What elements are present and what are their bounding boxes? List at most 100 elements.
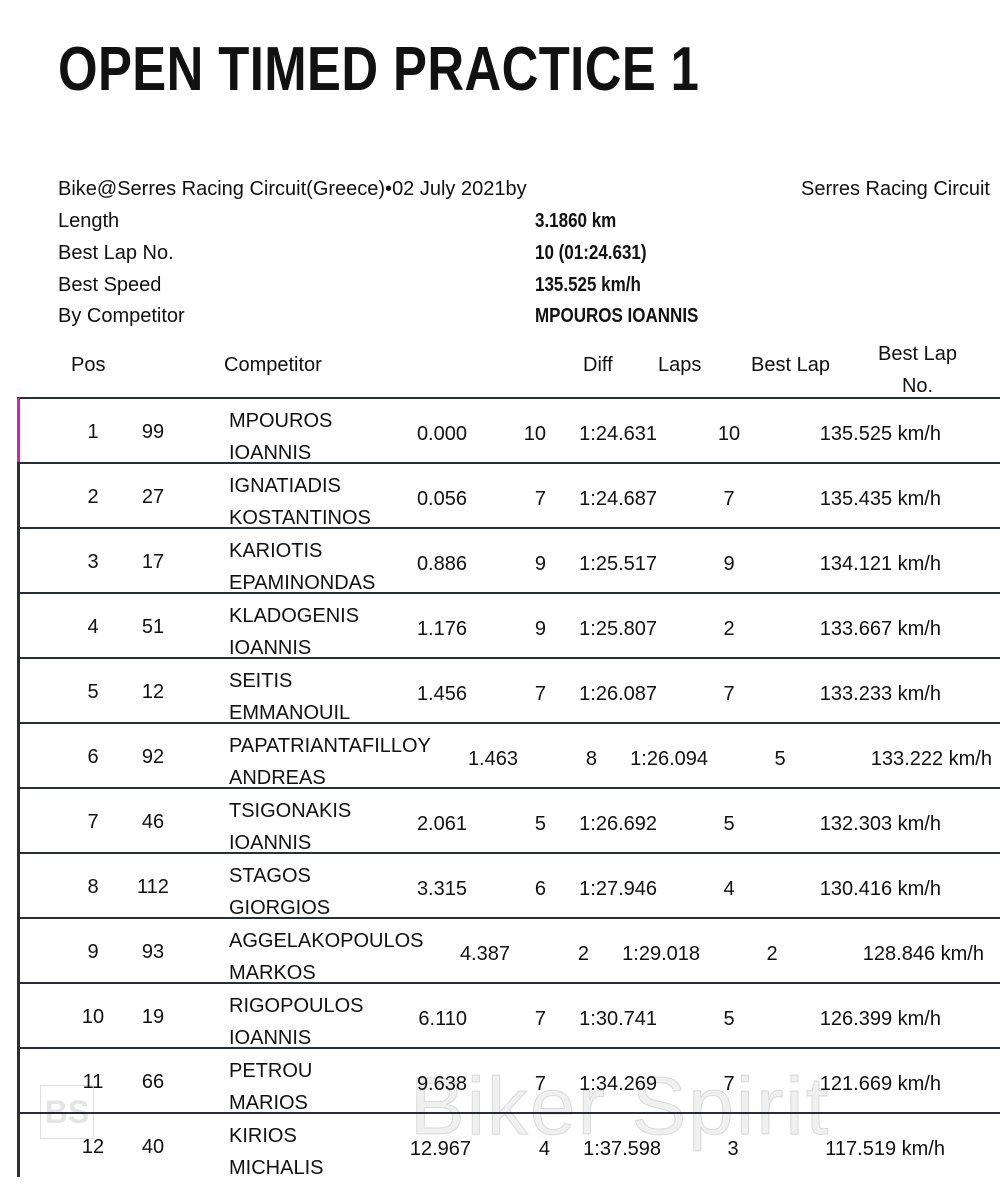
best-lap-label: Best Lap No.: [58, 242, 174, 264]
best-lap: 1:34.269: [579, 1073, 657, 1095]
competitor-name-first: IGNATIADIS: [229, 475, 341, 497]
competitor-number: 46: [141, 811, 165, 833]
competitor-number: 40: [141, 1136, 165, 1158]
competitor-name-first: MPOUROS: [229, 410, 333, 432]
laps: 7: [534, 683, 546, 705]
laps: 8: [585, 748, 597, 770]
watermark-logo: BS: [40, 1085, 94, 1139]
organizer: Serres Racing Circuit: [801, 178, 990, 200]
best-lap-no: 2: [723, 618, 735, 640]
best-speed: 132.303 km/h: [819, 813, 941, 835]
diff: 6.110: [418, 1008, 467, 1030]
competitor-name-last: IOANNIS: [229, 442, 312, 464]
best-lap: 1:26.094: [630, 748, 708, 770]
pos: 9: [87, 941, 99, 963]
pos: 6: [87, 746, 99, 768]
header-best-lap-no: Best Lap No.: [878, 343, 957, 397]
competitor-number: 27: [141, 486, 165, 508]
best-lap: 1:24.631: [579, 423, 657, 445]
diff: 0.056: [416, 488, 467, 510]
diff: 1.463: [467, 748, 518, 770]
pos: 10: [81, 1006, 105, 1028]
diff: 4.387: [459, 943, 510, 965]
best-speed: 126.399 km/h: [819, 1008, 941, 1030]
laps: 7: [534, 1008, 546, 1030]
table-row: 11 66 9.638 7 1:34.269 7 121.669 km/h PETROU MAR…: [20, 1047, 1000, 1114]
best-lap: 1:24.687: [579, 488, 657, 510]
page-title: OPEN TIMED PRACTICE 1: [58, 35, 700, 104]
competitor-name: SEITIS EMMANOUIL: [229, 665, 350, 729]
competitor-number: 12: [141, 681, 165, 703]
competitor-name-first: TSIGONAKIS: [229, 800, 352, 822]
laps: 9: [534, 553, 546, 575]
competitor-name-first: SEITIS: [229, 670, 293, 692]
pos: 11: [82, 1071, 104, 1093]
best-lap-no: 7: [723, 488, 735, 510]
best-lap-no: 9: [723, 553, 735, 575]
best-speed: 130.416 km/h: [819, 878, 941, 900]
competitor-name: KARIOTIS EPAMINONDAS: [229, 535, 375, 599]
best-speed: 121.669 km/h: [819, 1073, 941, 1095]
laps: 6: [534, 878, 546, 900]
table-row: 9 93 4.387 2 1:29.018 2 128.846 km/h AGGELAKOPO…: [20, 917, 1000, 984]
competitor-name: MPOUROS IOANNIS: [229, 405, 332, 469]
pos: 3: [87, 551, 99, 573]
pos: 4: [87, 616, 99, 638]
best-lap-value: 10 (01:24.631): [535, 242, 647, 264]
header-competitor: Competitor: [224, 354, 322, 376]
competitor-number: 19: [141, 1006, 165, 1028]
competitor-name: TSIGONAKIS IOANNIS: [229, 795, 351, 859]
table-row: 1 99 0.000 10 1:24.631 10 135.525 km/h MPOUROS I…: [17, 397, 1000, 464]
best-lap: 1:27.946: [579, 878, 657, 900]
table-row: 3 17 0.886 9 1:25.517 9 134.121 km/h KARIOTIS EP…: [20, 527, 1000, 594]
competitor-name-last: EMMANOUIL: [229, 702, 351, 724]
competitor-number: 92: [141, 746, 165, 768]
best-lap-no: 10: [717, 423, 741, 445]
pos: 1: [87, 421, 99, 443]
competitor-name-first: KIRIOS: [229, 1125, 297, 1147]
competitor-name-last: IOANNIS: [229, 1027, 312, 1049]
diff: 12.967: [409, 1138, 471, 1160]
table-row: 10 19 6.110 7 1:30.741 5 126.399 km/h RIGOPOULO…: [20, 982, 1000, 1049]
competitor-name-last: KOSTANTINOS: [229, 507, 371, 529]
laps: 5: [534, 813, 546, 835]
best-speed: 134.121 km/h: [819, 553, 941, 575]
best-lap-no: 5: [723, 813, 735, 835]
results-table: 1 99 0.000 10 1:24.631 10 135.525 km/h MPOUROS I…: [17, 397, 1000, 1179]
diff: 0.886: [416, 553, 467, 575]
diff: 1.456: [416, 683, 467, 705]
competitor-name: KIRIOS MICHALIS: [229, 1120, 323, 1184]
pos: 12: [81, 1136, 105, 1158]
best-lap-no: 7: [723, 683, 735, 705]
laps: 10: [523, 423, 546, 445]
competitor-number: 99: [141, 421, 165, 443]
best-lap-no: 5: [774, 748, 786, 770]
best-lap-no: 2: [766, 943, 778, 965]
best-speed: 128.846 km/h: [862, 943, 984, 965]
competitor-name-last: MARKOS: [229, 962, 316, 984]
competitor-label: By Competitor: [58, 305, 185, 327]
competitor-name-first: RIGOPOULOS: [229, 995, 364, 1017]
best-speed: 135.525 km/h: [819, 423, 941, 445]
competitor-name-last: MICHALIS: [229, 1157, 324, 1179]
best-lap: 1:26.087: [579, 683, 657, 705]
competitor-name-last: IOANNIS: [229, 637, 312, 659]
competitor-name: KLADOGENIS IOANNIS: [229, 600, 359, 664]
best-speed-label: Best Speed: [58, 274, 162, 296]
best-lap-no: 5: [723, 1008, 735, 1030]
laps: 9: [534, 618, 546, 640]
diff: 2.061: [416, 813, 467, 835]
header-pos: Pos: [71, 354, 106, 376]
best-lap: 1:29.018: [622, 943, 700, 965]
laps: 7: [534, 488, 546, 510]
competitor-name-last: MARIOS: [229, 1092, 308, 1114]
competitor-name: PETROU MARIOS: [229, 1055, 312, 1119]
laps: 2: [577, 943, 589, 965]
best-speed-value: 135.525 km/h: [535, 274, 641, 296]
table-row: 5 12 1.456 7 1:26.087 7 133.233 km/h SEITIS EMMA…: [20, 657, 1000, 724]
competitor-name-last: IOANNIS: [229, 832, 312, 854]
competitor-name-first: KARIOTIS: [229, 540, 323, 562]
watermark: Biker Spirit: [409, 1061, 831, 1153]
competitor-number: 112: [137, 876, 169, 898]
best-lap-no: 3: [727, 1138, 739, 1160]
